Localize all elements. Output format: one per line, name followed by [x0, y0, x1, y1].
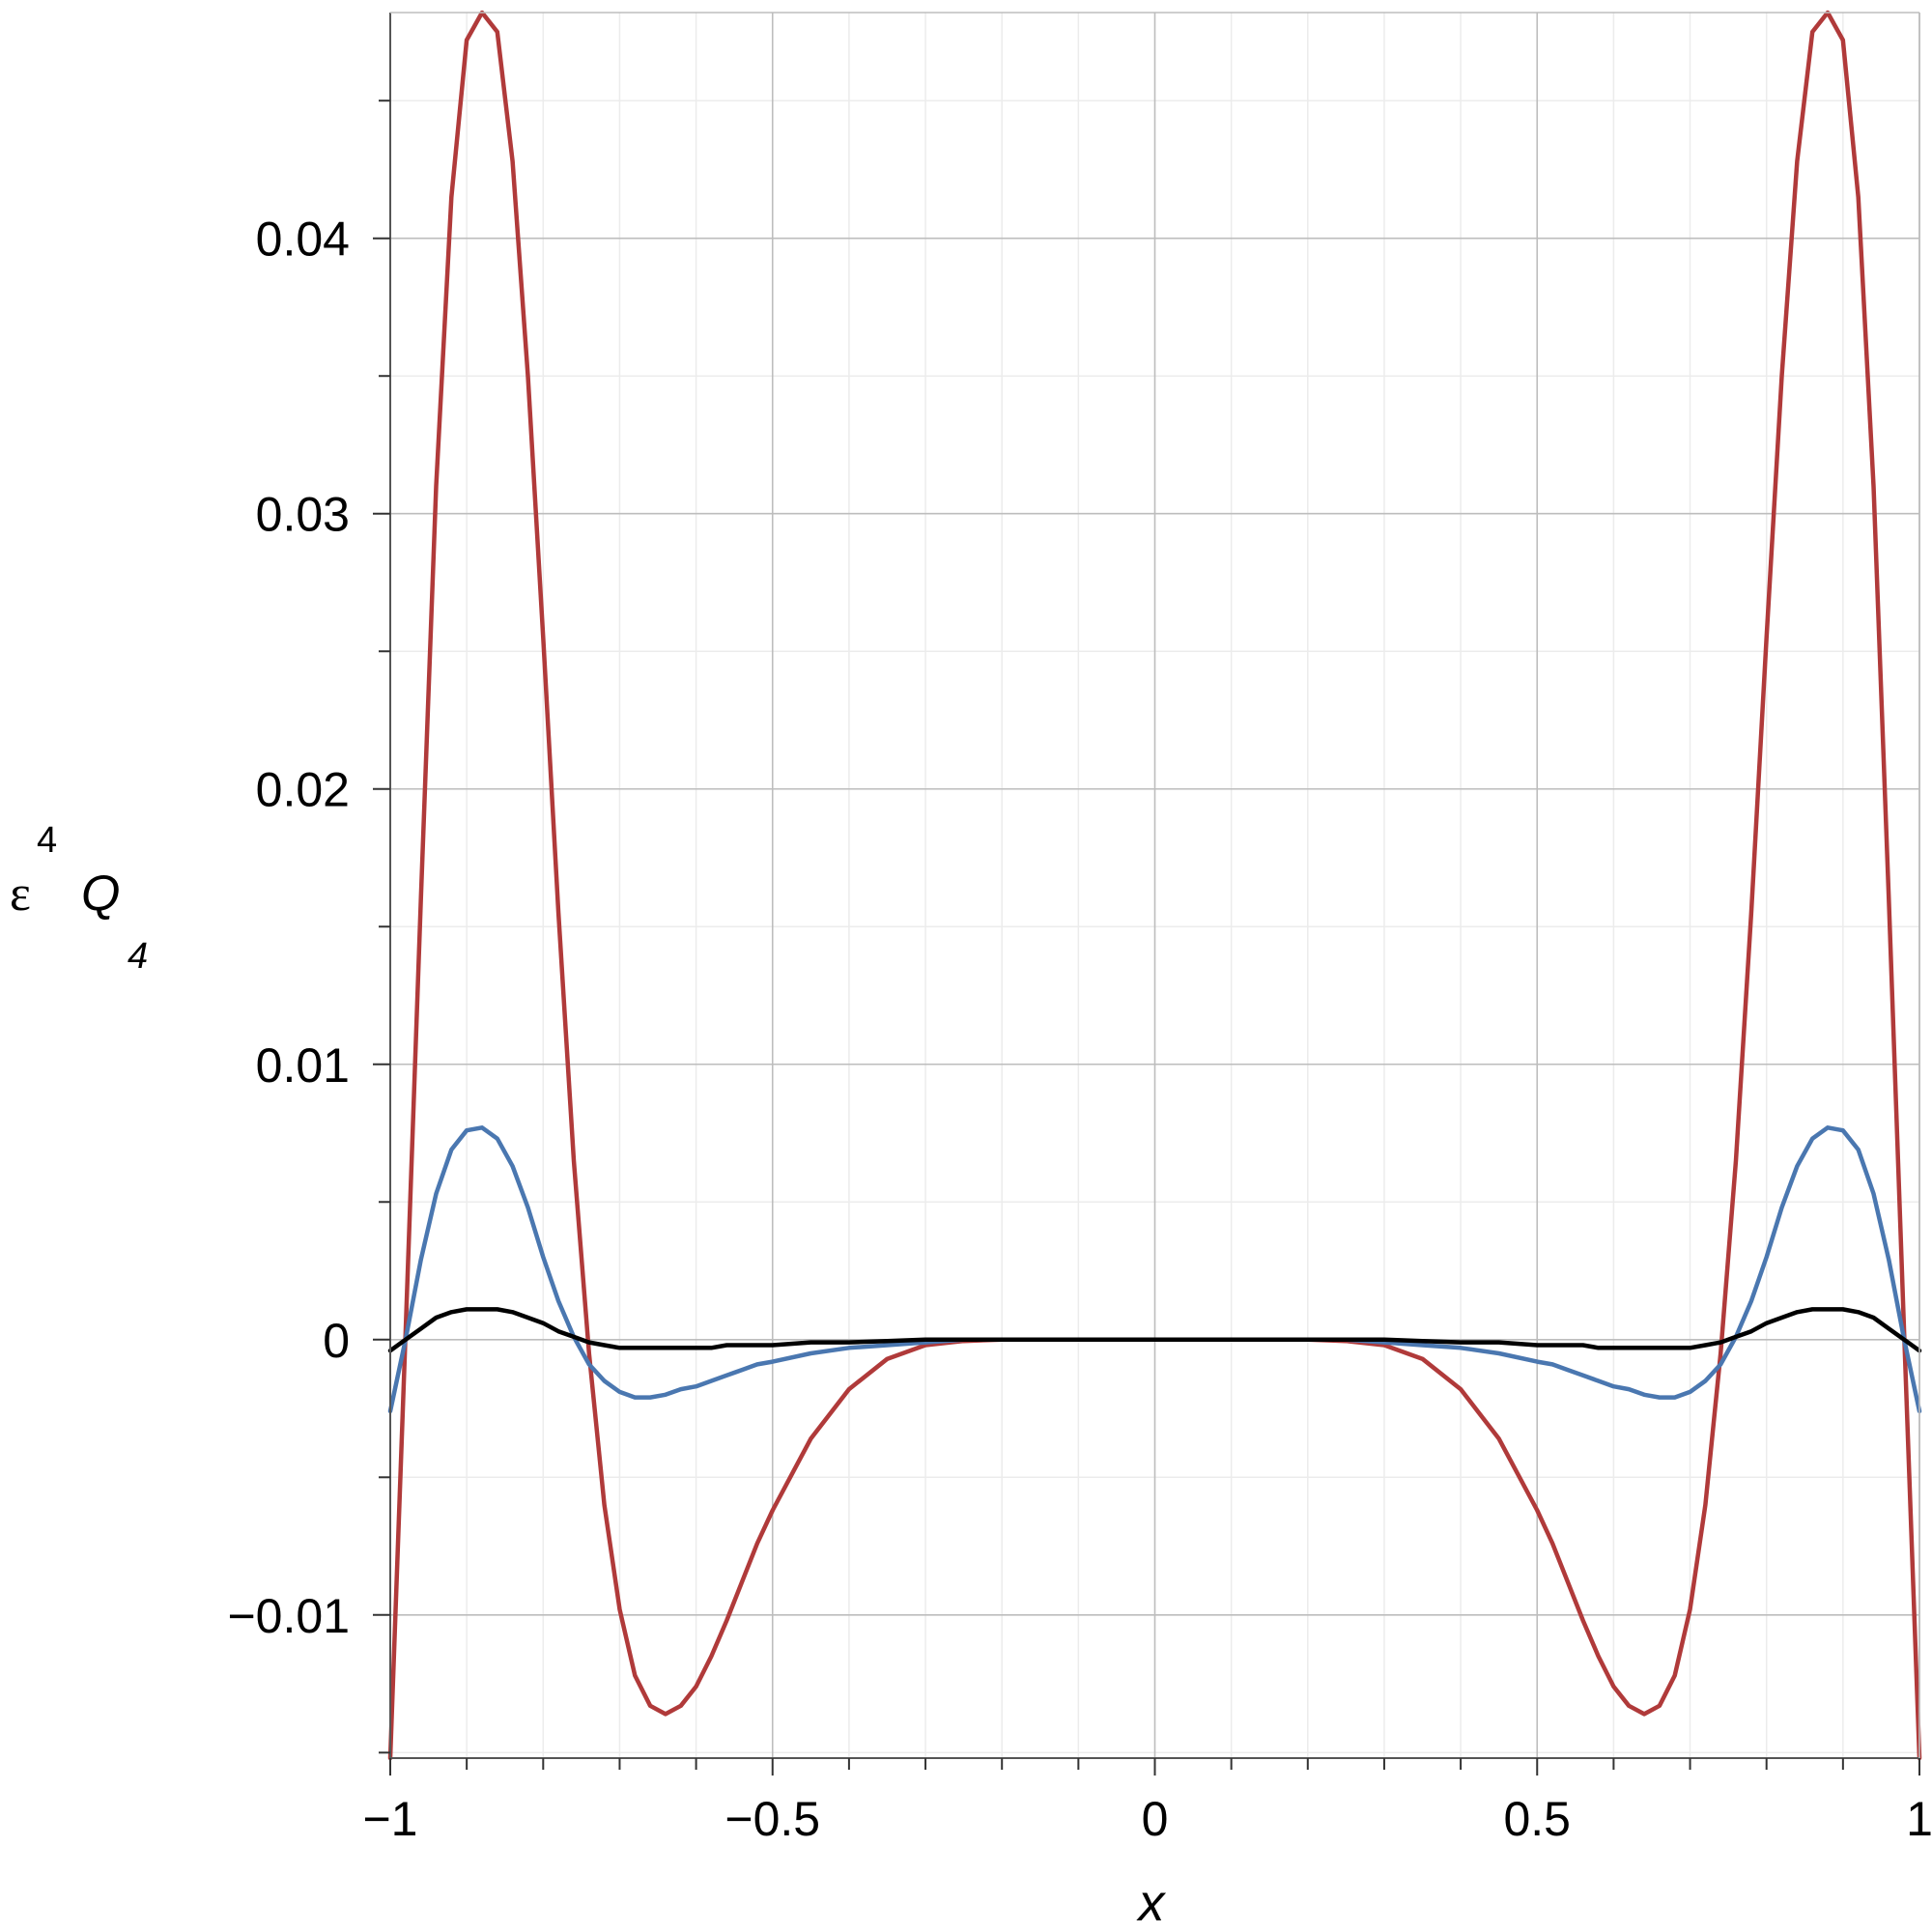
- y-tick-labels: −0.01 0 0.01 0.02 0.03 0.04: [227, 213, 350, 1643]
- y-tick-label: 0: [323, 1314, 350, 1368]
- y-axis-label-subscript: 4: [128, 936, 148, 977]
- x-tick-label: 1: [1906, 1792, 1932, 1846]
- x-tick-label: 0.5: [1503, 1792, 1571, 1846]
- series-layer: [387, 10, 1922, 1761]
- y-tick-label: 0.01: [256, 1038, 350, 1093]
- x-tick-label: −1: [362, 1792, 417, 1846]
- y-axis-label-symbol: Q: [81, 866, 120, 922]
- y-axis-label-superscript: 4: [37, 820, 57, 861]
- y-tick-label: 0.03: [256, 488, 350, 542]
- y-axis-label: ε 4 Q 4: [10, 820, 148, 977]
- series-line-3: [387, 1307, 1922, 1353]
- x-tick-label: −0.5: [724, 1792, 820, 1846]
- x-tick-label: 0: [1142, 1792, 1169, 1846]
- plot-frame: [389, 12, 1920, 1759]
- y-tick-label: 0.04: [256, 213, 350, 267]
- y-tick-label: −0.01: [227, 1589, 350, 1643]
- x-axis-label: x: [1136, 1874, 1167, 1932]
- x-tick-labels: −1 −0.5 0 0.5 1: [362, 1792, 1932, 1846]
- y-tick-label: 0.02: [256, 763, 350, 817]
- axis-ticks: [373, 99, 1920, 1776]
- y-axis-label-base: ε: [10, 867, 31, 922]
